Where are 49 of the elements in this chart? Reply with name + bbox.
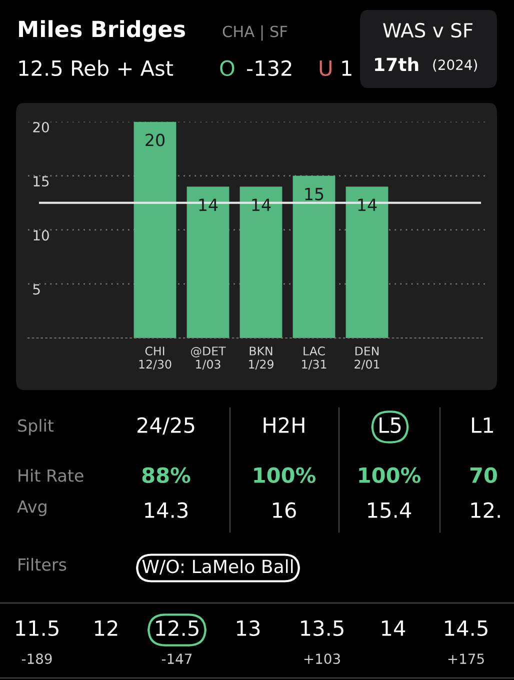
data-label: 20	[146, 134, 164, 146]
text: 16	[273, 502, 296, 518]
text: 14.3	[145, 502, 188, 518]
text: -132	[247, 60, 292, 76]
text: 70	[470, 467, 497, 484]
text: 100%	[254, 467, 316, 484]
text: Split	[18, 418, 54, 436]
y-tick-label: 20	[33, 122, 49, 132]
text: 11.5	[16, 620, 58, 636]
text: -189	[22, 654, 52, 664]
text: 15.4	[368, 502, 412, 518]
text: 17th	[375, 57, 418, 71]
text: 13	[237, 620, 260, 636]
text: +103	[304, 654, 340, 664]
text: 12.5	[156, 620, 198, 636]
text: Avg	[17, 500, 46, 516]
text: 12	[95, 620, 118, 636]
text: 88%	[142, 467, 190, 484]
text: 12.5 Reb + Ast	[19, 60, 174, 76]
text: W/O: LaMelo Ball	[142, 559, 293, 575]
text: 12.	[471, 502, 500, 518]
text: (2024)	[433, 59, 477, 72]
text: +175	[448, 654, 484, 664]
x-tick-label: DEN 2/01	[354, 346, 380, 370]
text: 13.5	[301, 620, 344, 636]
text: 1	[342, 60, 352, 76]
text: -147	[162, 654, 192, 664]
chart-subtitle: CHA | SF	[222, 25, 288, 41]
y-tick-label: 10	[34, 230, 49, 241]
text: Filters	[18, 558, 66, 571]
text: H2H	[264, 417, 304, 433]
text: L5	[380, 418, 401, 434]
text: Hit Rate	[18, 468, 84, 482]
x-tick-label: CHI 12/30	[139, 346, 172, 370]
text: O	[220, 60, 234, 76]
text: WAS v SF	[383, 22, 472, 38]
text: 14	[382, 620, 406, 636]
text: 14.5	[445, 620, 488, 636]
x-tick-label: LAC 1/31	[302, 346, 326, 370]
text: 24/25	[138, 417, 194, 435]
chart-title: Miles Bridges	[19, 20, 185, 42]
y-tick-label: 15	[34, 176, 49, 187]
x-tick-label: @DET 1/03	[190, 346, 226, 370]
text: 100%	[359, 467, 421, 484]
text: U	[320, 60, 332, 76]
text: L1	[472, 418, 493, 433]
x-tick-label: BKN 1/29	[249, 346, 274, 370]
data-label: 15	[305, 188, 324, 200]
y-tick-label: 5	[33, 284, 40, 295]
